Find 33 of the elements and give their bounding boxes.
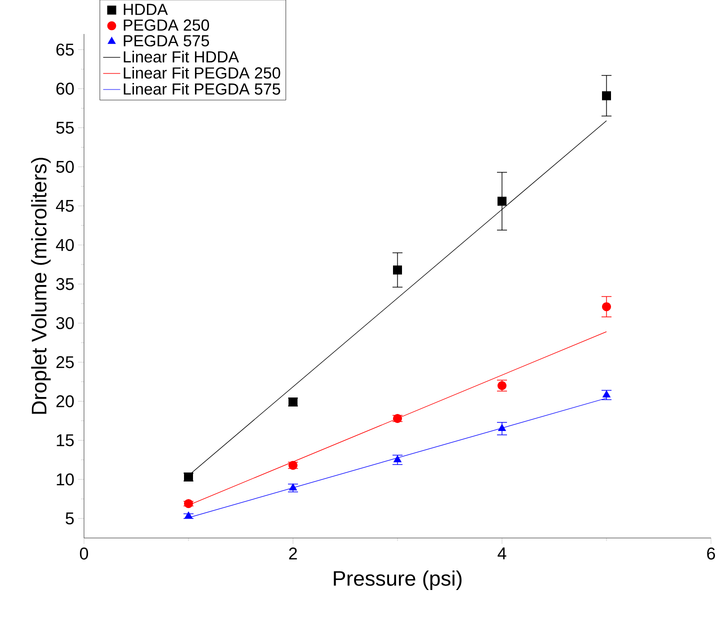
- legend-label: PEGDA 575: [124, 35, 209, 46]
- x-tick-label: 4: [498, 548, 506, 560]
- y-tick-label: 40: [56, 238, 74, 251]
- legend-label: Linear Fit PEGDA 250: [124, 66, 280, 79]
- x-tick-label: 2: [289, 548, 297, 560]
- legend-label: PEGDA 250: [124, 19, 210, 31]
- point: [498, 196, 506, 206]
- point: [602, 390, 610, 398]
- y-tick-label: 30: [56, 317, 74, 330]
- x-tick-label: 0: [80, 548, 88, 560]
- y-tick-label: 10: [56, 473, 74, 486]
- y-tick-label: 50: [56, 160, 74, 173]
- y-tick-label: 55: [56, 122, 74, 134]
- point: [393, 265, 402, 274]
- point: [602, 91, 612, 100]
- y-tick-label: 15: [56, 434, 74, 446]
- point: [394, 455, 402, 462]
- point: [602, 302, 612, 312]
- legend-label: HDDA: [124, 4, 168, 15]
- y-tick-label: 25: [56, 356, 74, 368]
- y-tick-label: 65: [56, 44, 74, 56]
- point: [289, 483, 297, 490]
- y-axis-title: Droplet Volume (microliters): [31, 158, 51, 414]
- y-tick-label: 20: [56, 395, 74, 408]
- x-tick-label: 6: [707, 548, 715, 560]
- point: [184, 499, 193, 508]
- y-tick-label: 5: [66, 512, 74, 524]
- y-tick-label: 35: [56, 278, 74, 290]
- x-axis-title: Pressure (psi): [334, 570, 462, 590]
- y-tick-label: 45: [56, 200, 74, 212]
- legend-label: Linear Fit PEGDA 575: [124, 82, 280, 95]
- legend-label: Linear Fit HDDA: [124, 50, 239, 63]
- y-tick-label: 60: [56, 82, 74, 95]
